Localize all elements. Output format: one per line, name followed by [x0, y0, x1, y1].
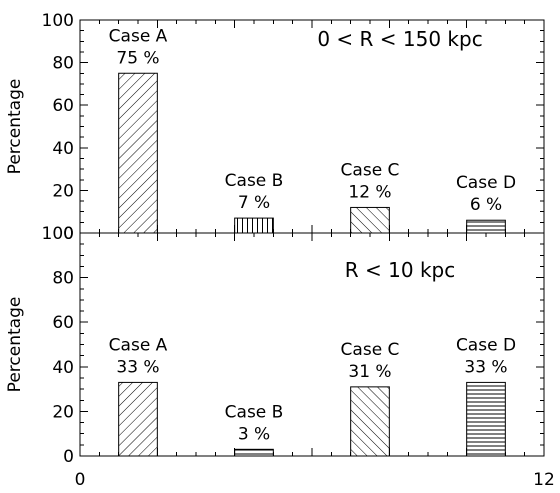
- bar-value-label: 75 %: [116, 48, 159, 68]
- panel-title: R < 10 kpc: [345, 258, 455, 282]
- bar-category-label: Case C: [341, 340, 400, 360]
- bar-category-label: Case B: [225, 171, 284, 191]
- x-tick-label: 12: [533, 470, 555, 490]
- panel-1: 0 20 40 60 80 100 Percentage 0 < R < 150 kpc 75 …: [5, 11, 545, 244]
- bar-value-label: 12 %: [348, 182, 391, 202]
- bar-case-c: [350, 386, 390, 457]
- y-tick-label: 20: [52, 402, 74, 422]
- bar-value-label: 3 %: [238, 424, 270, 444]
- bar-category-label: Case B: [225, 402, 284, 422]
- bar-case-a: [118, 381, 158, 457]
- y-tick-label: 80: [52, 54, 74, 74]
- bar-case-d: [466, 381, 506, 457]
- bar-category-label: Case D: [456, 335, 516, 355]
- bar-case-b: [234, 217, 274, 234]
- bar-value-label: 7 %: [238, 193, 270, 213]
- bar-category-label: Case A: [109, 26, 168, 46]
- y-tick-label: 100: [42, 224, 74, 244]
- x-tick-label: 0: [75, 470, 86, 490]
- bar-case-a: [118, 72, 158, 234]
- y-tick-label: 60: [52, 96, 74, 116]
- y-tick-label: 60: [52, 313, 74, 333]
- bar-case-d: [466, 219, 506, 234]
- y-tick-label: 0: [63, 224, 74, 244]
- bar-value-label: 6 %: [470, 195, 502, 215]
- y-tick-label: 40: [52, 139, 74, 159]
- bar-case-b: [234, 448, 274, 457]
- bar-value-label: 33 %: [464, 357, 507, 377]
- bar-category-label: Case A: [109, 335, 168, 355]
- bar-value-label: 31 %: [348, 362, 391, 382]
- y-tick-label: 80: [52, 269, 74, 289]
- bar-category-label: Case D: [456, 173, 516, 193]
- panel-title: 0 < R < 150 kpc: [317, 27, 482, 51]
- y-axis-label: Percentage: [5, 79, 25, 175]
- bar-case-c: [350, 206, 390, 234]
- y-axis-label: Percentage: [5, 297, 25, 393]
- y-tick-label: 40: [52, 358, 74, 378]
- bar-category-label: Case C: [341, 160, 400, 180]
- bar-value-label: 33 %: [116, 357, 159, 377]
- y-tick-label: 100: [42, 11, 74, 31]
- y-tick-label: 20: [52, 181, 74, 201]
- y-tick-label: 0: [63, 447, 74, 467]
